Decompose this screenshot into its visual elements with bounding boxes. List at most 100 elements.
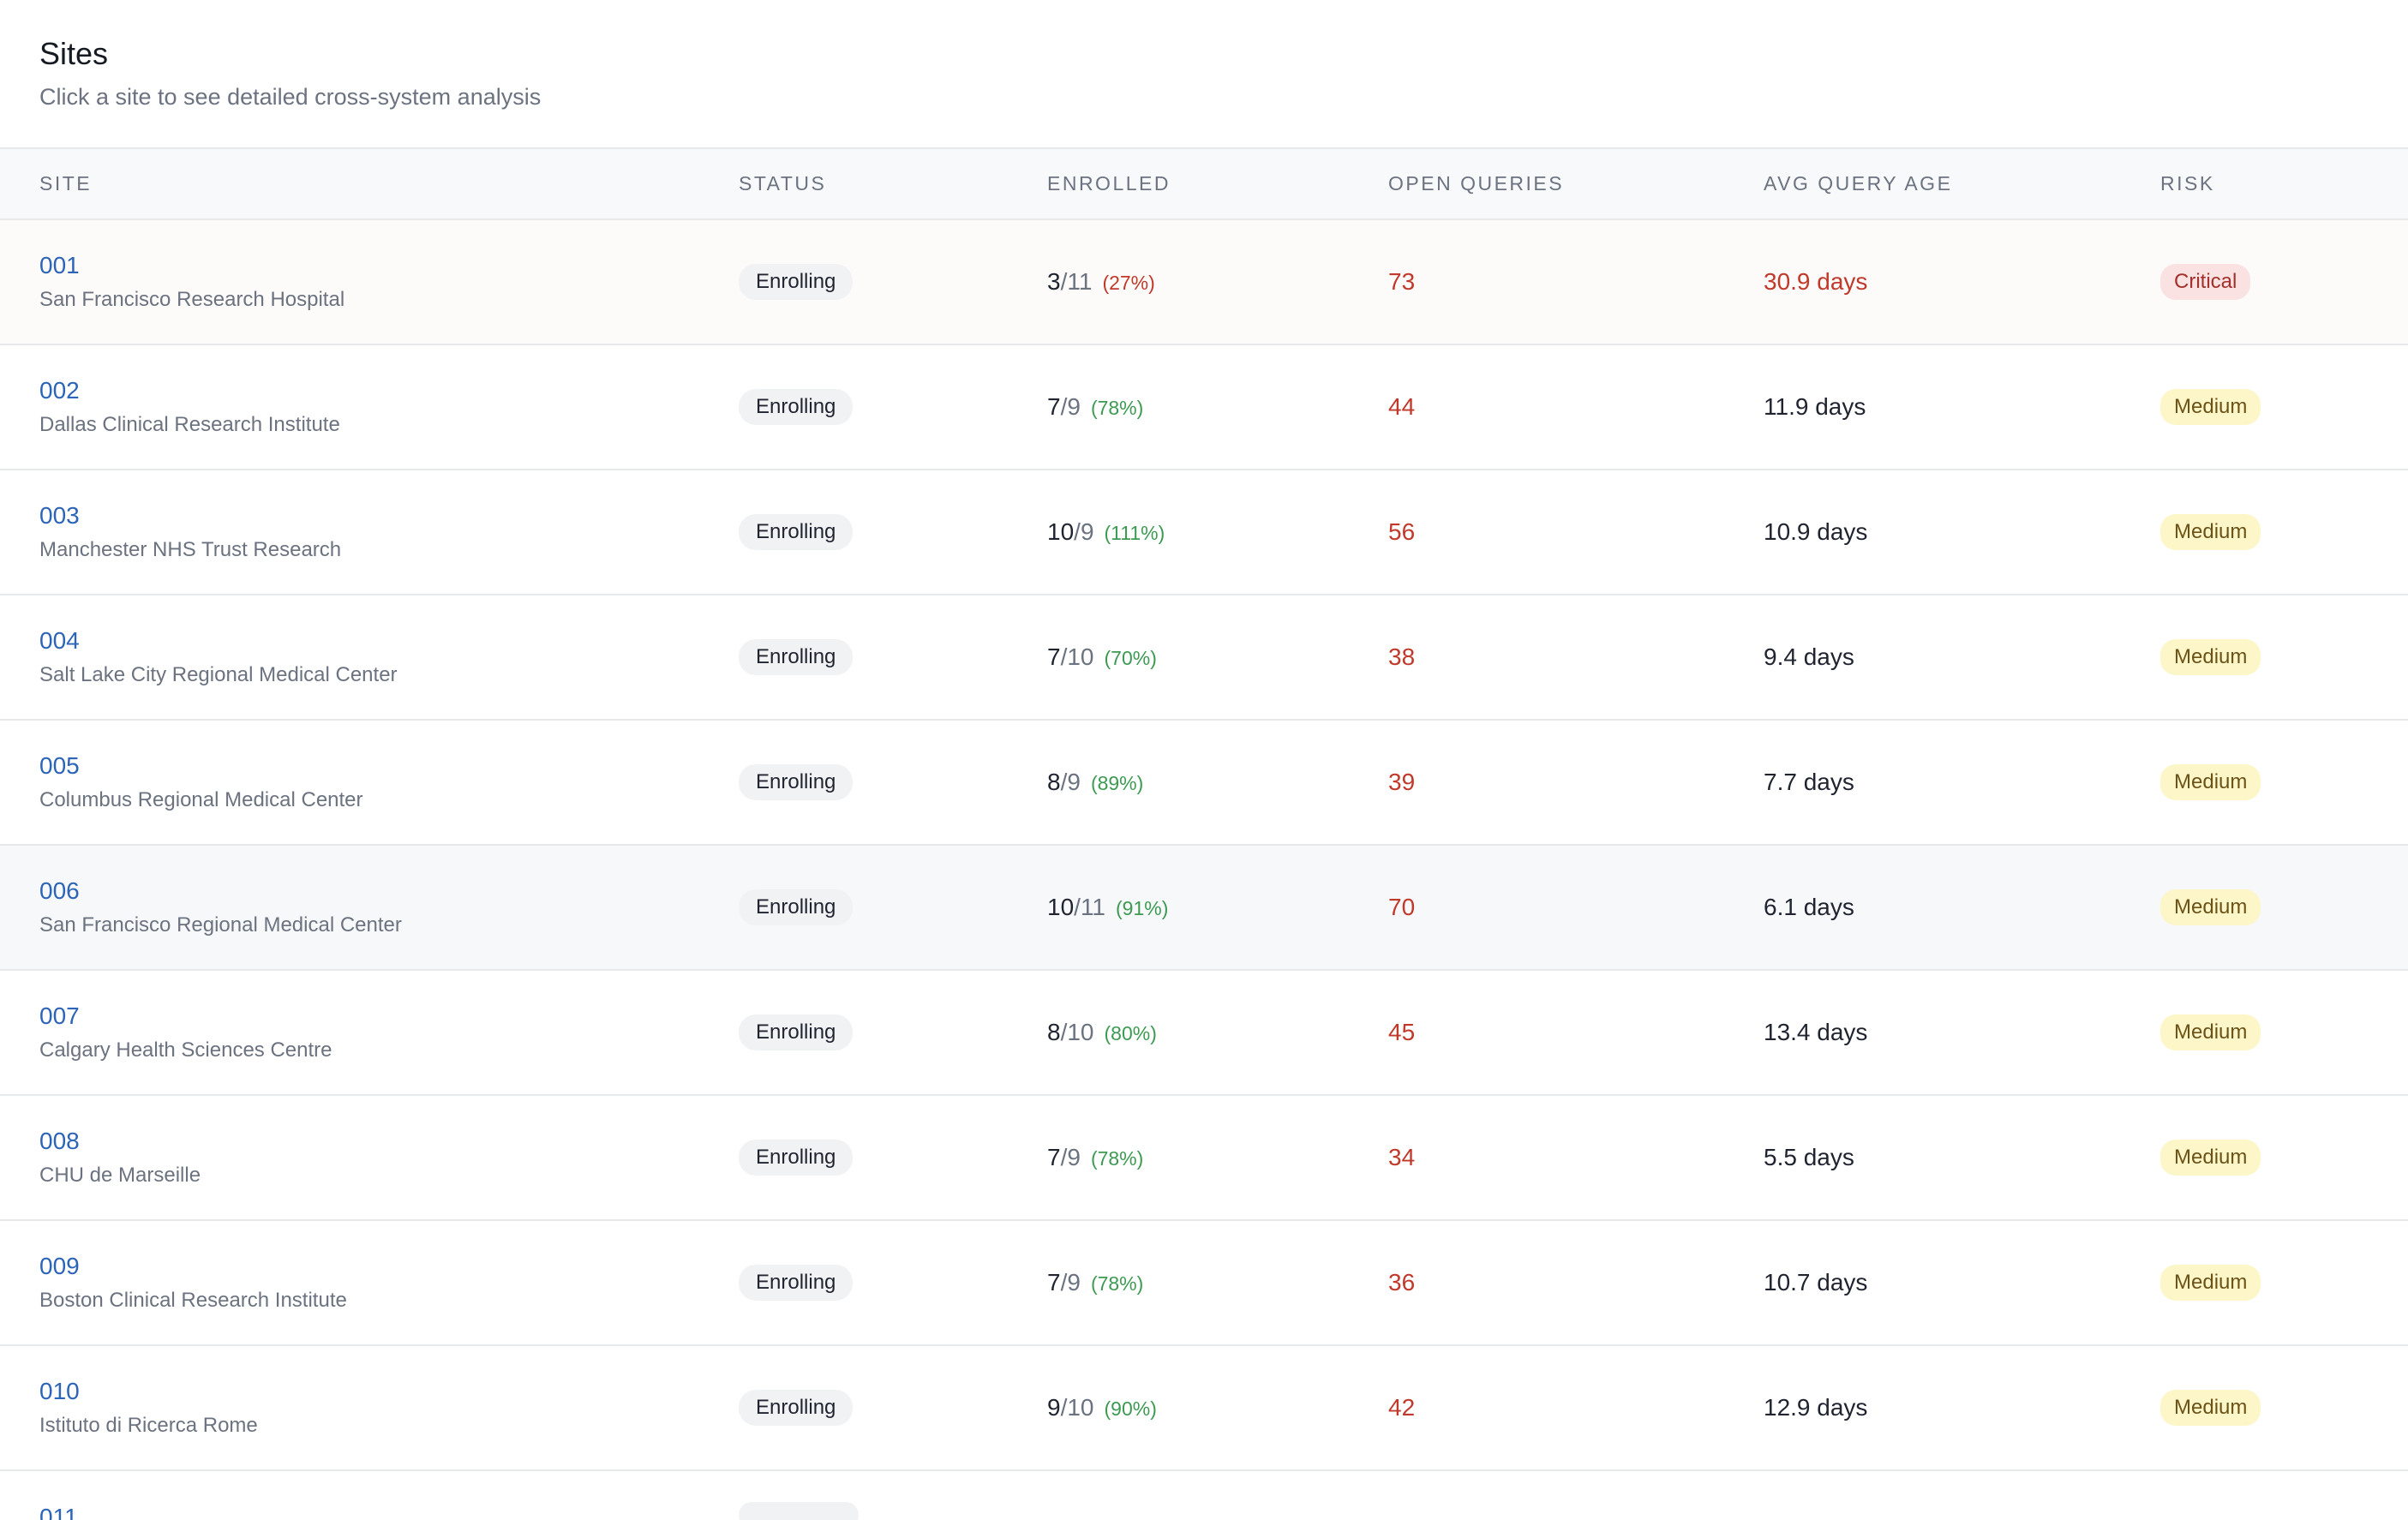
avg-query-age-value: 11.9 days: [1764, 393, 1866, 420]
risk-cell: Medium: [2121, 595, 2408, 720]
table-row[interactable]: 006 San Francisco Regional Medical Center…: [0, 845, 2408, 970]
avg-query-age-cell: 6.1 days: [1724, 845, 2121, 970]
open-queries-cell: 38: [1349, 595, 1724, 720]
open-queries-value: 56: [1388, 518, 1416, 545]
enrolled-percent: (90%): [1104, 1397, 1157, 1420]
avg-query-age-cell: 30.9 days: [1724, 219, 2121, 344]
table-row[interactable]: 004 Salt Lake City Regional Medical Cente…: [0, 595, 2408, 720]
risk-cell: Medium: [2121, 845, 2408, 970]
site-id-link[interactable]: 003: [39, 502, 80, 529]
enrolled-cell: 10/11 (91%): [1008, 845, 1349, 970]
status-cell: Enrolling: [699, 845, 1008, 970]
open-queries-cell: 36: [1349, 1220, 1724, 1345]
table-row[interactable]: 001 San Francisco Research Hospital Enroll…: [0, 219, 2408, 344]
table-row[interactable]: 010 Istituto di Ricerca Rome Enrolling 9/10…: [0, 1345, 2408, 1470]
enrolled-cell: 10/9 (111%): [1008, 470, 1349, 595]
status-cell: Enrolling: [699, 1220, 1008, 1345]
status-cell: Enrolling: [699, 1095, 1008, 1220]
enrolled-count: 10: [1047, 518, 1075, 545]
site-id-link[interactable]: 011: [39, 1504, 78, 1520]
avg-query-age-value: 6.1 days: [1764, 894, 1854, 920]
enrolled-cell: 7/9 (78%): [1008, 1220, 1349, 1345]
table-row[interactable]: 005 Columbus Regional Medical Center Enrol…: [0, 720, 2408, 845]
enrolled-percent: (78%): [1090, 1272, 1144, 1295]
open-queries-cell: 42: [1349, 1345, 1724, 1470]
status-badge: Enrolling: [739, 1265, 854, 1301]
open-queries-value: 38: [1388, 643, 1416, 670]
status-badge: Enrolling: [739, 889, 854, 925]
table-row[interactable]: 008 CHU de Marseille Enrolling 7/9 (78%) 34 5.…: [0, 1095, 2408, 1220]
risk-cell: Medium: [2121, 344, 2408, 470]
avg-query-age-cell: 9.4 days: [1724, 595, 2121, 720]
risk-cell: Critical: [2121, 219, 2408, 344]
status-badge: Enrolling: [739, 1390, 854, 1426]
enrolled-count: 8: [1047, 1019, 1061, 1045]
enrolled-percent: (91%): [1116, 897, 1169, 919]
enrolled-percent: (78%): [1090, 1147, 1144, 1170]
site-id-link[interactable]: 010: [39, 1378, 80, 1404]
enrolled-count: 7: [1047, 1144, 1061, 1170]
site-name: San Francisco Regional Medical Center: [39, 913, 402, 937]
site-cell: 011: [0, 1470, 699, 1520]
enrolled-target: 9: [1067, 1269, 1081, 1296]
avg-query-age-cell: 11.9 days: [1724, 344, 2121, 470]
site-cell: 001 San Francisco Research Hospital: [0, 219, 699, 344]
column-header-open-queries[interactable]: OPEN QUERIES: [1388, 172, 1565, 194]
enrolled-target: 9: [1067, 393, 1081, 420]
enrolled-separator: /: [1060, 268, 1068, 295]
enrolled-separator: /: [1060, 1019, 1068, 1045]
status-badge: Enrolling: [739, 514, 854, 550]
status-cell: Enrolling: [699, 595, 1008, 720]
site-cell: 006 San Francisco Regional Medical Center: [0, 845, 699, 970]
enrolled-count: 7: [1047, 643, 1061, 670]
table-body: 001 San Francisco Research Hospital Enroll…: [0, 219, 2408, 1520]
sites-table: SITE STATUS ENROLLED OPEN QUERIES AVG QU…: [0, 149, 2408, 1520]
avg-query-age-cell: 5.5 days: [1724, 1095, 2121, 1220]
table-row-partial[interactable]: 011: [0, 1470, 2408, 1520]
risk-badge: Medium: [2160, 1014, 2261, 1050]
open-queries-value: 39: [1388, 769, 1416, 795]
open-queries-cell: 44: [1349, 344, 1724, 470]
status-cell: Enrolling: [699, 1345, 1008, 1470]
column-header-status[interactable]: STATUS: [739, 172, 827, 194]
table-row[interactable]: 009 Boston Clinical Research Institute Enr…: [0, 1220, 2408, 1345]
table-row[interactable]: 002 Dallas Clinical Research Institute Enr…: [0, 344, 2408, 470]
enrolled-cell: 7/9 (78%): [1008, 344, 1349, 470]
avg-query-age-cell: 10.7 days: [1724, 1220, 2121, 1345]
open-queries-cell: 73: [1349, 219, 1724, 344]
site-id-link[interactable]: 008: [39, 1128, 80, 1154]
site-id-link[interactable]: 004: [39, 627, 80, 654]
enrolled-percent: (70%): [1104, 647, 1157, 669]
site-id-link[interactable]: 005: [39, 752, 80, 779]
risk-badge: Medium: [2160, 1265, 2261, 1301]
site-name: CHU de Marseille: [39, 1164, 201, 1187]
column-header-risk[interactable]: RISK: [2160, 172, 2215, 194]
enrolled-cell: 8/9 (89%): [1008, 720, 1349, 845]
site-id-link[interactable]: 001: [39, 252, 80, 278]
status-cell: Enrolling: [699, 970, 1008, 1095]
enrolled-cell: 8/10 (80%): [1008, 970, 1349, 1095]
avg-query-age-cell: 13.4 days: [1724, 970, 2121, 1095]
column-header-site[interactable]: SITE: [39, 172, 93, 194]
table-row[interactable]: 003 Manchester NHS Trust Research Enrollin…: [0, 470, 2408, 595]
open-queries-value: 34: [1388, 1144, 1416, 1170]
table-row[interactable]: 007 Calgary Health Sciences Centre Enrolli…: [0, 970, 2408, 1095]
enrolled-cell: 3/11 (27%): [1008, 219, 1349, 344]
open-queries-cell: 45: [1349, 970, 1724, 1095]
site-id-link[interactable]: 009: [39, 1253, 80, 1279]
avg-query-age-value: 5.5 days: [1764, 1144, 1854, 1170]
site-id-link[interactable]: 002: [39, 377, 80, 404]
enrolled-separator: /: [1060, 1394, 1068, 1421]
site-name: Istituto di Ricerca Rome: [39, 1414, 258, 1437]
risk-cell: Medium: [2121, 720, 2408, 845]
avg-query-age-value: 10.7 days: [1764, 1269, 1868, 1296]
open-queries-value: 73: [1388, 268, 1416, 295]
status-badge: Enrolling: [739, 764, 854, 800]
table-header-row: SITE STATUS ENROLLED OPEN QUERIES AVG QU…: [0, 149, 2408, 219]
site-id-link[interactable]: 006: [39, 877, 80, 904]
column-header-enrolled[interactable]: ENROLLED: [1047, 172, 1171, 194]
column-header-avg-query-age[interactable]: AVG QUERY AGE: [1764, 172, 1953, 194]
site-cell: 008 CHU de Marseille: [0, 1095, 699, 1220]
site-id-link[interactable]: 007: [39, 1002, 80, 1029]
risk-badge: Medium: [2160, 1140, 2261, 1176]
